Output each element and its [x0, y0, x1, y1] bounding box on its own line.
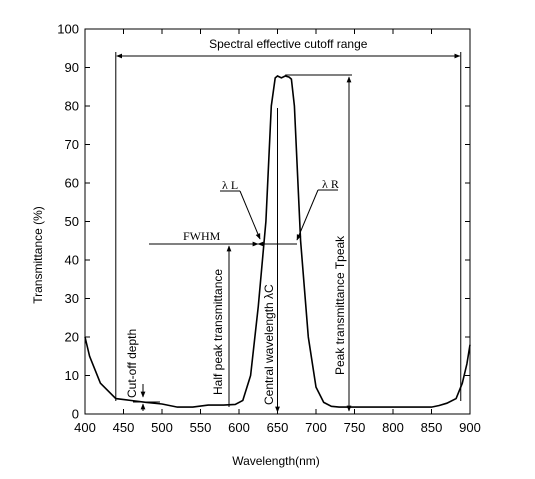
x-tick-label: 900: [459, 420, 481, 435]
y-tick-label: 90: [65, 60, 79, 75]
lambda-l-arrow: [239, 190, 261, 240]
x-tick-label: 650: [267, 420, 289, 435]
cutoff-depth-label: Cut-off depth: [125, 329, 139, 398]
x-axis-label: Wavelength(nm): [232, 454, 320, 468]
half-peak-label: Half peak transmittance: [211, 269, 225, 395]
x-tick-label: 500: [151, 420, 173, 435]
y-tick-label: 0: [72, 407, 79, 422]
annotations: Spectral effective cutoff range λ L λ R FWH…: [115, 37, 462, 413]
x-tick-label: 550: [190, 420, 212, 435]
x-tick-label: 750: [344, 420, 366, 435]
y-tick-label: 80: [65, 99, 79, 114]
lambda-r-label: λ R: [322, 177, 339, 191]
y-tick-label: 40: [65, 253, 79, 268]
y-tick-label: 70: [65, 137, 79, 152]
lambda-l-label: λ L: [222, 178, 238, 192]
x-tick-label: 800: [382, 420, 404, 435]
y-tick-label: 20: [65, 330, 79, 345]
y-tick-label: 10: [65, 368, 79, 383]
y-tick-label: 60: [65, 176, 79, 191]
x-tick-label: 700: [305, 420, 327, 435]
y-tick-label: 30: [65, 291, 79, 306]
y-axis-label: Transmittance (%): [31, 206, 45, 304]
x-tick-label: 600: [228, 420, 250, 435]
central-wavelength-label: Central wavelength λC: [262, 284, 276, 405]
peak-transmittance-label: Peak transmittance Tpeak: [333, 235, 347, 375]
axis-ticks: 400 450 500 550 600 650 700 750 800 850 900 0 10 20 30…: [57, 22, 481, 436]
x-tick-label: 450: [113, 420, 135, 435]
y-tick-label: 100: [57, 22, 79, 37]
range-label: Spectral effective cutoff range: [209, 37, 368, 51]
transmittance-curve: [84, 75, 471, 408]
x-tick-label: 850: [421, 420, 443, 435]
fwhm-label: FWHM: [183, 229, 221, 243]
x-tick-label: 400: [74, 420, 96, 435]
y-tick-label: 50: [65, 214, 79, 229]
